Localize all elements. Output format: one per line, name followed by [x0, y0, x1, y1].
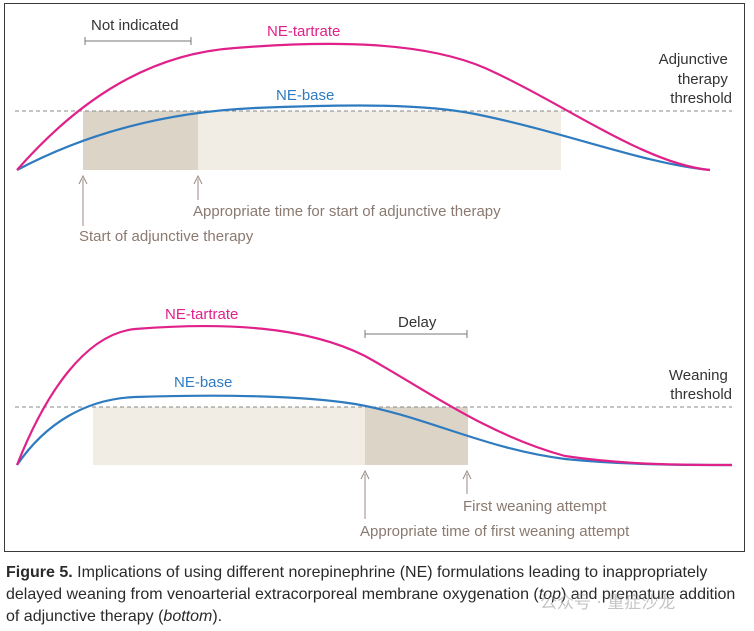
top-arrowhead-start: [78, 174, 88, 185]
top-ne-tartrate-curve: [16, 42, 711, 172]
top-threshold-line-3: threshold: [670, 90, 732, 107]
top-ne-base-curve: [16, 104, 711, 172]
top-threshold-line-1: Adjunctive: [659, 51, 728, 68]
bottom-threshold-label: Weaning threshold: [669, 367, 732, 403]
top-threshold-label: Adjunctive therapy threshold: [659, 51, 732, 107]
bottom-threshold-line-2: threshold: [670, 386, 732, 403]
figure-frame: Not indicated NE-tartrate NE-base Adjunc…: [4, 3, 745, 552]
top-panel: Not indicated NE-tartrate NE-base Adjunc…: [15, 17, 732, 245]
figure-diagram: Not indicated NE-tartrate NE-base Adjunc…: [15, 17, 733, 540]
caption-label: Figure 5.: [6, 564, 73, 581]
top-threshold-line-2: therapy: [678, 71, 729, 88]
bottom-ne-tartrate-curve: [15, 324, 733, 467]
bottom-arrowhead-first: [462, 469, 472, 480]
bottom-panel: Delay NE-tartrate NE-base Weaning thresh…: [15, 306, 733, 540]
top-base-label: NE-base: [276, 87, 334, 104]
bottom-shade-delay: [365, 407, 468, 465]
top-shade-region: [198, 111, 561, 170]
top-shade-not-indicated: [83, 111, 198, 170]
bottom-annotation-first: First weaning attempt: [463, 498, 607, 515]
caption-italic-bottom: bottom: [163, 608, 213, 625]
bottom-arrowhead-appropriate: [360, 469, 370, 480]
watermark: 公众号 · 重症沙龙: [540, 593, 676, 613]
top-annotation-appropriate: Appropriate time for start of adjunctive…: [193, 203, 501, 220]
bottom-annotation-appropriate: Appropriate time of first weaning attemp…: [360, 523, 630, 540]
caption-text-3: ).: [212, 608, 223, 625]
bottom-threshold-line-1: Weaning: [669, 367, 728, 384]
top-annotation-start: Start of adjunctive therapy: [79, 228, 254, 245]
caption-text-1: Implications of using different norepine…: [6, 564, 708, 603]
caption-text-2: ) and premature addition of adjunctive t…: [6, 586, 736, 625]
top-tartrate-label: NE-tartrate: [267, 23, 340, 40]
bottom-ne-base-curve: [16, 394, 733, 467]
caption-italic-top: top: [538, 586, 561, 603]
top-interval-label: Not indicated: [91, 17, 179, 34]
bottom-interval-label: Delay: [398, 314, 437, 331]
bottom-base-label: NE-base: [174, 374, 232, 391]
bottom-shade-region: [93, 407, 365, 465]
figure-caption: Figure 5. Implications of using differen…: [6, 562, 748, 628]
top-arrowhead-appropriate: [193, 174, 203, 185]
bottom-tartrate-label: NE-tartrate: [165, 306, 238, 323]
